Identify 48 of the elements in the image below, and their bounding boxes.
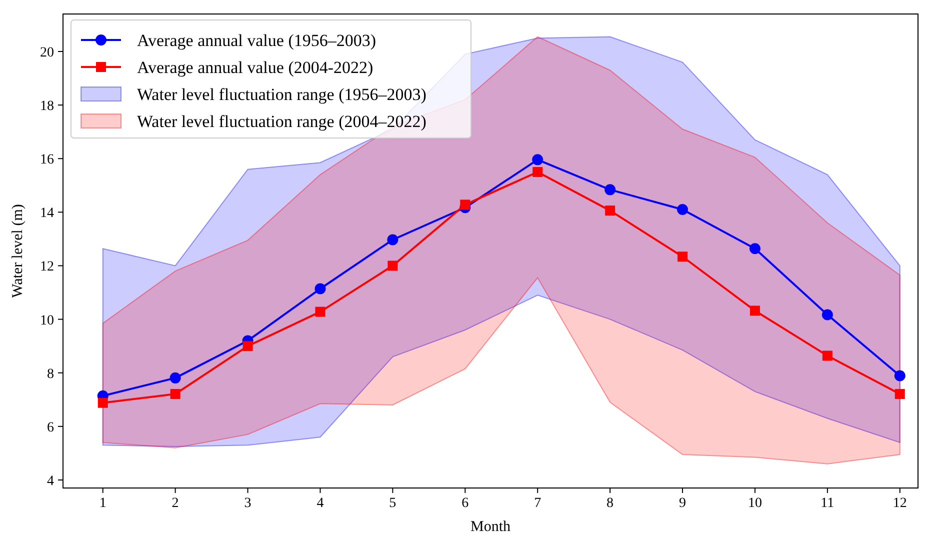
point [388,260,398,271]
y-tick-label: 18 [40,99,54,114]
point [532,154,544,166]
point [314,283,326,294]
x-tick-label: 9 [679,496,686,511]
y-tick-label: 12 [40,260,54,275]
point [894,389,905,400]
x-tick-label: 6 [462,496,469,511]
point [315,306,326,317]
x-tick-label: 8 [606,496,614,511]
x-tick-label: 5 [389,496,396,511]
x-tick-label: 11 [820,496,834,511]
point [170,389,180,400]
point [604,184,616,196]
x-tick-label: 10 [748,496,762,511]
point [460,200,470,210]
point [749,243,760,254]
y-tick-label: 16 [40,152,54,168]
annotation: Water level fluctuation range (1956–2003) [137,85,426,104]
point [98,398,108,408]
x-tick-label: 7 [534,496,542,511]
y-tick-label: 10 [40,313,54,328]
y-tick-label: 14 [40,206,54,222]
x-tick-label: 2 [172,496,179,511]
y-tick-label: 6 [47,420,54,436]
x-tick-label: 12 [892,496,907,511]
x-tick-label: 1 [99,496,106,511]
point [678,252,688,262]
point [822,309,833,320]
y-axis-title: Water level (m) [10,204,26,298]
x-tick-label: 4 [316,496,324,511]
x-axis-title: Month [470,519,511,535]
point [605,206,616,216]
y-tick-label: 20 [40,45,54,60]
point [242,341,253,352]
point [532,167,543,177]
point [387,234,398,246]
legend-label: Average annual value (2004-2022) [137,58,374,77]
point [170,372,181,384]
point [750,306,760,316]
y-tick-label: 8 [47,366,54,382]
point [822,350,832,361]
x-tick-label: 3 [244,496,252,511]
y-tick-label: 4 [47,474,54,489]
annotation: Water level fluctuation range (2004–2022) [137,112,426,131]
point [894,370,906,382]
point [677,204,688,215]
legend-label: Average annual value (1956–2003) [137,31,376,50]
